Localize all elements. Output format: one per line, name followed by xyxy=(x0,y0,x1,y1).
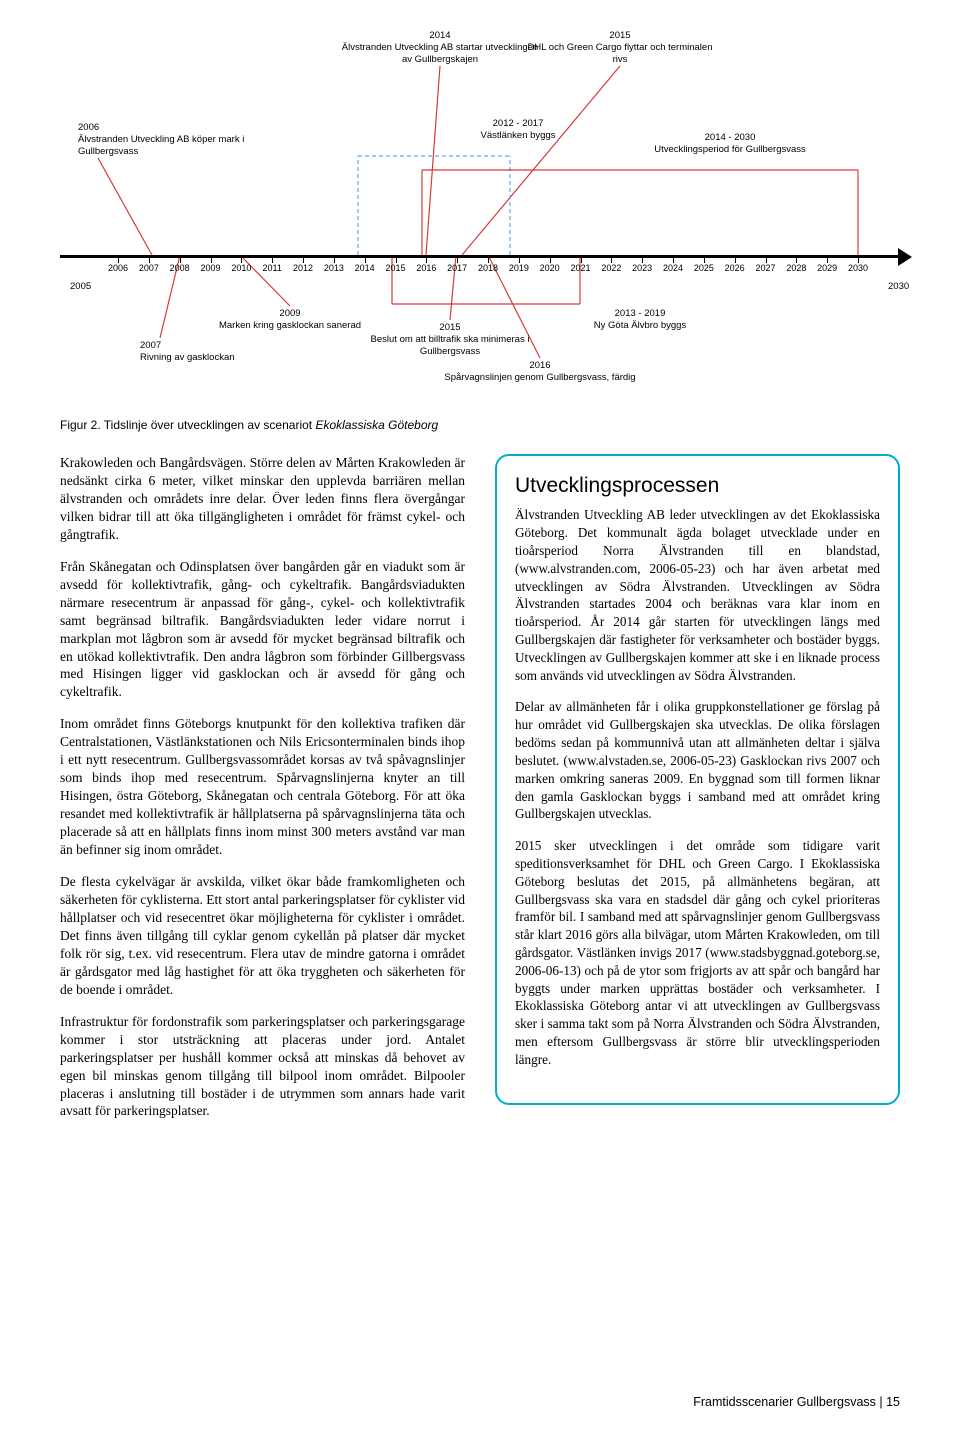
body-paragraph: Krakowleden och Bangårdsvägen. Större de… xyxy=(60,454,465,544)
timeline-event: 2006Älvstranden Utveckling AB köper mark… xyxy=(78,122,248,158)
sidebar-box: Utvecklingsprocessen Älvstranden Utveckl… xyxy=(495,454,900,1105)
timeline-event: 2014Älvstranden Utveckling AB startar ut… xyxy=(340,30,540,66)
page-footer: Framtidsscenarier Gullbergsvass | 15 xyxy=(693,1395,900,1409)
timeline-figure: 2006200720082009201020112012201320142015… xyxy=(60,30,900,410)
timeline-event: 2016Spårvagnslinjen genom Gullbergsvass,… xyxy=(440,360,640,384)
timeline-event: 2013 - 2019Ny Göta Älvbro byggs xyxy=(540,308,740,332)
right-column: Utvecklingsprocessen Älvstranden Utveckl… xyxy=(495,454,900,1134)
timeline-event: 2012 - 2017Västlänken byggs xyxy=(418,118,618,142)
figure-caption: Figur 2. Tidslinje över utvecklingen av … xyxy=(60,418,900,432)
timeline-event: 2014 - 2030Utvecklingsperiod för Gullber… xyxy=(630,132,830,156)
sidebar-paragraph: Delar av allmänheten får i olika gruppko… xyxy=(515,698,880,823)
left-column: Krakowleden och Bangårdsvägen. Större de… xyxy=(60,454,465,1134)
body-paragraph: Infrastruktur för fordonstrafik som park… xyxy=(60,1013,465,1121)
sidebar-paragraph: Älvstranden Utveckling AB leder utveckli… xyxy=(515,506,880,684)
body-columns: Krakowleden och Bangårdsvägen. Större de… xyxy=(60,454,900,1134)
timeline-event: 2015DHL och Green Cargo flyttar och term… xyxy=(520,30,720,66)
body-paragraph: Från Skånegatan och Odinsplatsen över ba… xyxy=(60,558,465,702)
caption-prefix: Figur 2. Tidslinje över utvecklingen av … xyxy=(60,418,315,432)
sidebar-body: Älvstranden Utveckling AB leder utveckli… xyxy=(515,506,880,1068)
caption-em: Ekoklassiska Göteborg xyxy=(315,418,438,432)
body-paragraph: De flesta cykelvägar är avskilda, vilket… xyxy=(60,873,465,999)
timeline-event: 2007Rivning av gasklockan xyxy=(140,340,310,364)
body-paragraph: Inom området finns Göteborgs knutpunkt f… xyxy=(60,715,465,859)
sidebar-paragraph: 2015 sker utvecklingen i det område som … xyxy=(515,837,880,1069)
timeline-event: 2015Beslut om att billtrafik ska minimer… xyxy=(350,322,550,358)
sidebar-title: Utvecklingsprocessen xyxy=(515,472,880,500)
